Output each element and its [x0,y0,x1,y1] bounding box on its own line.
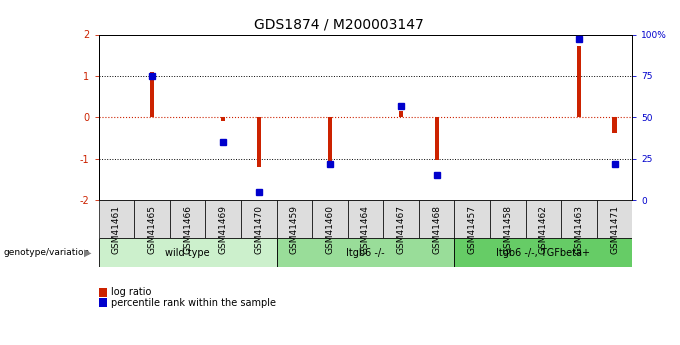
Bar [277,238,454,267]
Text: GSM41460: GSM41460 [326,205,335,254]
Bar [99,200,134,238]
Text: GSM41463: GSM41463 [575,205,583,254]
Bar [170,200,205,238]
Text: GSM41468: GSM41468 [432,205,441,254]
Text: Itgb6 -/-, TGFbeta+: Itgb6 -/-, TGFbeta+ [496,248,590,258]
Text: GSM41459: GSM41459 [290,205,299,254]
Bar [399,111,403,117]
Bar [328,117,332,168]
Text: GSM41467: GSM41467 [396,205,405,254]
Bar [347,200,384,238]
Bar [221,117,225,121]
Text: Itgb6 -/-: Itgb6 -/- [346,248,385,258]
Bar [454,238,632,267]
Bar [561,200,597,238]
Text: GSM41469: GSM41469 [219,205,228,254]
Bar [256,117,261,167]
Text: GSM41461: GSM41461 [112,205,121,254]
Text: wild type: wild type [165,248,210,258]
Bar [150,72,154,117]
Bar [384,200,419,238]
Bar [134,200,170,238]
Text: GSM41462: GSM41462 [539,205,548,254]
Bar [490,200,526,238]
Text: GSM41465: GSM41465 [148,205,156,254]
Text: GSM41464: GSM41464 [361,205,370,254]
Bar [241,200,277,238]
Text: log ratio: log ratio [111,287,151,297]
Bar [435,117,439,159]
Text: GSM41466: GSM41466 [183,205,192,254]
Bar [277,200,312,238]
Text: ▶: ▶ [84,248,92,258]
Text: genotype/variation: genotype/variation [3,248,90,257]
Text: GSM41458: GSM41458 [503,205,512,254]
Bar [99,238,277,267]
Bar [205,200,241,238]
Bar [419,200,454,238]
Text: GSM41457: GSM41457 [468,205,477,254]
Bar [454,200,490,238]
Bar [312,200,347,238]
Text: GSM41470: GSM41470 [254,205,263,254]
Bar [577,46,581,117]
Text: GSM41471: GSM41471 [610,205,619,254]
Bar [526,200,561,238]
Title: GDS1874 / M200003147: GDS1874 / M200003147 [254,18,424,32]
Bar [613,117,617,133]
Text: percentile rank within the sample: percentile rank within the sample [111,298,276,307]
Bar [597,200,632,238]
